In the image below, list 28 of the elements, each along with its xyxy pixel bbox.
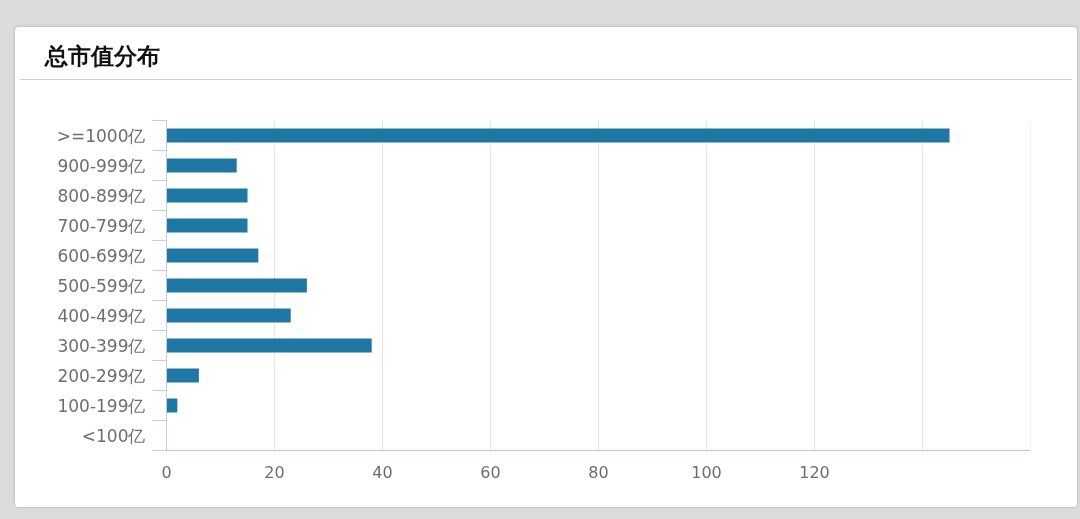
bar: [166, 338, 372, 353]
x-tick-label: 80: [588, 462, 609, 482]
x-tick-label: 60: [480, 462, 501, 482]
chart-title: 总市值分布: [45, 42, 160, 71]
y-tick-label: >=1000亿: [56, 125, 146, 146]
x-tick-label: 120: [799, 462, 830, 482]
y-tick-label: 600-699亿: [57, 245, 146, 266]
y-tick-label: 800-899亿: [57, 185, 146, 206]
bar: [166, 158, 237, 173]
y-tick-label: <100亿: [81, 425, 146, 446]
bar: [166, 278, 307, 293]
bar: [166, 128, 950, 143]
bar: [166, 218, 248, 233]
y-tick-label: 400-499亿: [57, 305, 146, 326]
y-tick-label: 300-399亿: [57, 335, 146, 356]
y-tick-label: 900-999亿: [57, 155, 146, 176]
bar: [166, 308, 291, 323]
y-tick-label: 500-599亿: [57, 275, 146, 296]
x-tick-label: 20: [264, 462, 285, 482]
bar: [166, 188, 248, 203]
y-tick-label: 700-799亿: [57, 215, 146, 236]
y-tick-label: 100-199亿: [57, 395, 146, 416]
x-tick-label: 40: [372, 462, 393, 482]
y-tick-label: 200-299亿: [57, 365, 146, 386]
bar: [166, 248, 259, 263]
x-tick-label: 0: [161, 462, 172, 482]
x-tick-label: 100: [691, 462, 722, 482]
bar: [166, 368, 199, 383]
